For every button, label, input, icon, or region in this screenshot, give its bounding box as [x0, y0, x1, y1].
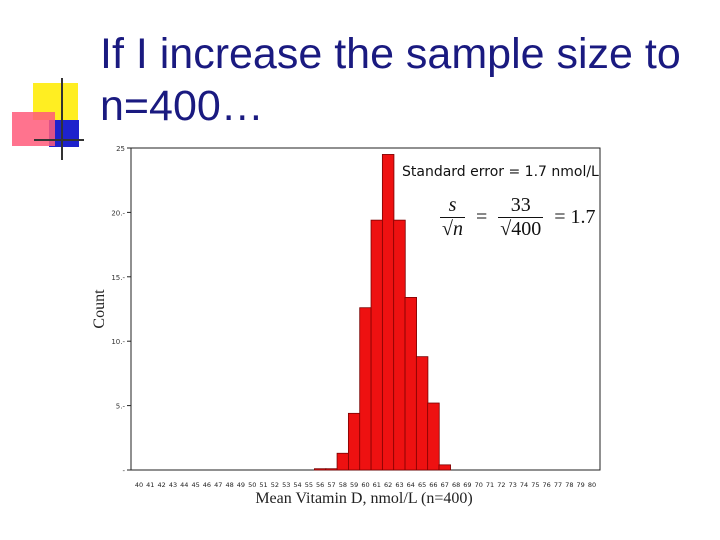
x-tick-label: 41: [146, 481, 154, 489]
x-tick-label: 67: [441, 481, 449, 489]
x-tick-label: 45: [191, 481, 199, 489]
formula-left-fraction: s √n: [440, 194, 465, 241]
histogram-bar: [393, 219, 406, 471]
x-tick-label: 73: [509, 481, 517, 489]
x-tick-label: 58: [339, 481, 347, 489]
x-tick-label: 50: [248, 481, 256, 489]
formula-sqrt-symbol: √: [442, 218, 453, 240]
x-tick-label: 78: [565, 481, 573, 489]
x-tick-label: 64: [407, 481, 415, 489]
formula-n: n: [452, 218, 463, 240]
x-tick-label: 69: [463, 481, 471, 489]
x-tick-label: 70: [475, 481, 483, 489]
histogram-bar: [336, 452, 350, 471]
x-tick-label: 55: [305, 481, 313, 489]
x-tick-label: 62: [384, 481, 392, 489]
x-tick-label: 54: [293, 481, 301, 489]
y-tick-label: 25: [116, 145, 125, 153]
formula-result: = 1.7: [554, 206, 596, 228]
histogram-bar: [404, 297, 417, 471]
slide-title: If I increase the sample size to n=400…: [100, 30, 681, 130]
formula-sqrt-400: √400: [498, 217, 544, 241]
histogram-bar: [347, 412, 361, 471]
x-axis-label: Mean Vitamin D, nmol/L (n=400): [255, 490, 472, 507]
y-tick-label: 20.-: [111, 209, 125, 217]
histogram-bar: [381, 154, 395, 471]
x-tick-label: 79: [577, 481, 585, 489]
histogram-bar: [325, 468, 338, 471]
x-tick-label: 76: [543, 481, 551, 489]
formula-equals: =: [475, 206, 488, 228]
x-tick-label: 44: [180, 481, 188, 489]
histogram-bar: [370, 219, 384, 471]
formula-sqrt-n: √n: [440, 217, 465, 241]
x-tick-label: 60: [361, 481, 369, 489]
y-tick-label: -: [122, 467, 125, 475]
x-tick-label: 80: [588, 481, 596, 489]
x-tick-label: 51: [259, 481, 267, 489]
x-tick-label: 40: [135, 481, 143, 489]
standard-error-label: Standard error = 1.7 nmol/L: [402, 164, 599, 180]
x-tick-label: 71: [486, 481, 494, 489]
x-tick-label: 68: [452, 481, 460, 489]
x-tick-label: 77: [554, 481, 562, 489]
x-tick-label: 42: [158, 481, 166, 489]
y-axis-label: Count: [91, 289, 108, 329]
x-tick-label: 75: [531, 481, 539, 489]
histogram-bar: [438, 464, 451, 471]
histogram-bar: [427, 402, 440, 471]
slide-logo: [12, 78, 84, 160]
x-tick-label: 43: [169, 481, 177, 489]
x-tick-label: 47: [214, 481, 222, 489]
x-tick-label: 66: [429, 481, 437, 489]
formula-33: 33: [510, 194, 531, 216]
formula-s: s: [448, 194, 457, 216]
x-tick-label: 49: [237, 481, 245, 489]
standard-error-formula: s √n = 33 √400 = 1.7: [440, 194, 602, 241]
x-tick-label: 53: [282, 481, 290, 489]
x-tick-label: 52: [271, 481, 279, 489]
formula-sqrt-symbol-2: √: [500, 218, 512, 240]
x-tick-label: 48: [225, 481, 233, 489]
histogram-bar: [415, 356, 429, 471]
formula-right-fraction: 33 √400: [498, 194, 544, 241]
x-tick-label: 57: [327, 481, 335, 489]
x-tick-label: 46: [203, 481, 211, 489]
histogram-bar: [314, 468, 327, 471]
x-tick-label: 72: [497, 481, 505, 489]
x-tick-label: 59: [350, 481, 358, 489]
y-tick-label: 10.-: [111, 338, 125, 346]
x-tick-label: 63: [395, 481, 403, 489]
x-tick-label: 74: [520, 481, 528, 489]
x-tick-label: 61: [373, 481, 381, 489]
y-tick-label: 15.-: [111, 274, 125, 282]
x-tick-label: 56: [316, 481, 324, 489]
x-tick-label: 65: [418, 481, 426, 489]
histogram-bar: [359, 307, 372, 471]
formula-400: 400: [511, 218, 542, 240]
y-tick-label: 5.-: [116, 403, 126, 411]
